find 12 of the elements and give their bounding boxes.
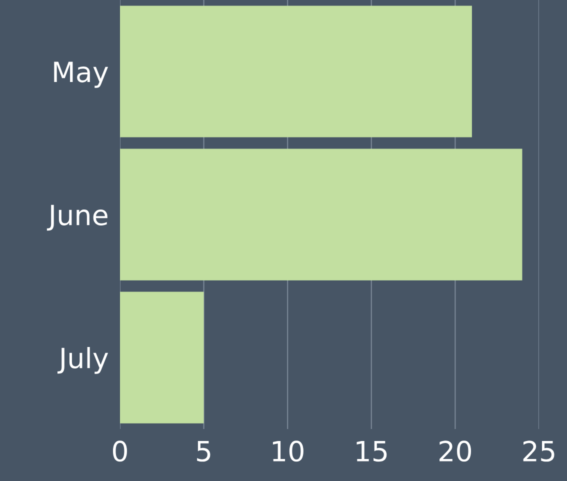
x-tick-label: 25 [523, 440, 554, 462]
x-tick-label: 15 [356, 441, 387, 462]
x-tick-label: 20 [440, 440, 472, 462]
x-tick-label: 10 [272, 440, 304, 462]
y-tick-label: July [57, 346, 108, 374]
x-tick-label: 5 [197, 441, 210, 462]
bar [120, 6, 472, 138]
x-tick-label: 0 [112, 440, 127, 462]
y-tick-label: June [46, 204, 108, 231]
y-tick-label: May [54, 62, 108, 88]
bar [120, 148, 522, 280]
bar [120, 292, 204, 424]
